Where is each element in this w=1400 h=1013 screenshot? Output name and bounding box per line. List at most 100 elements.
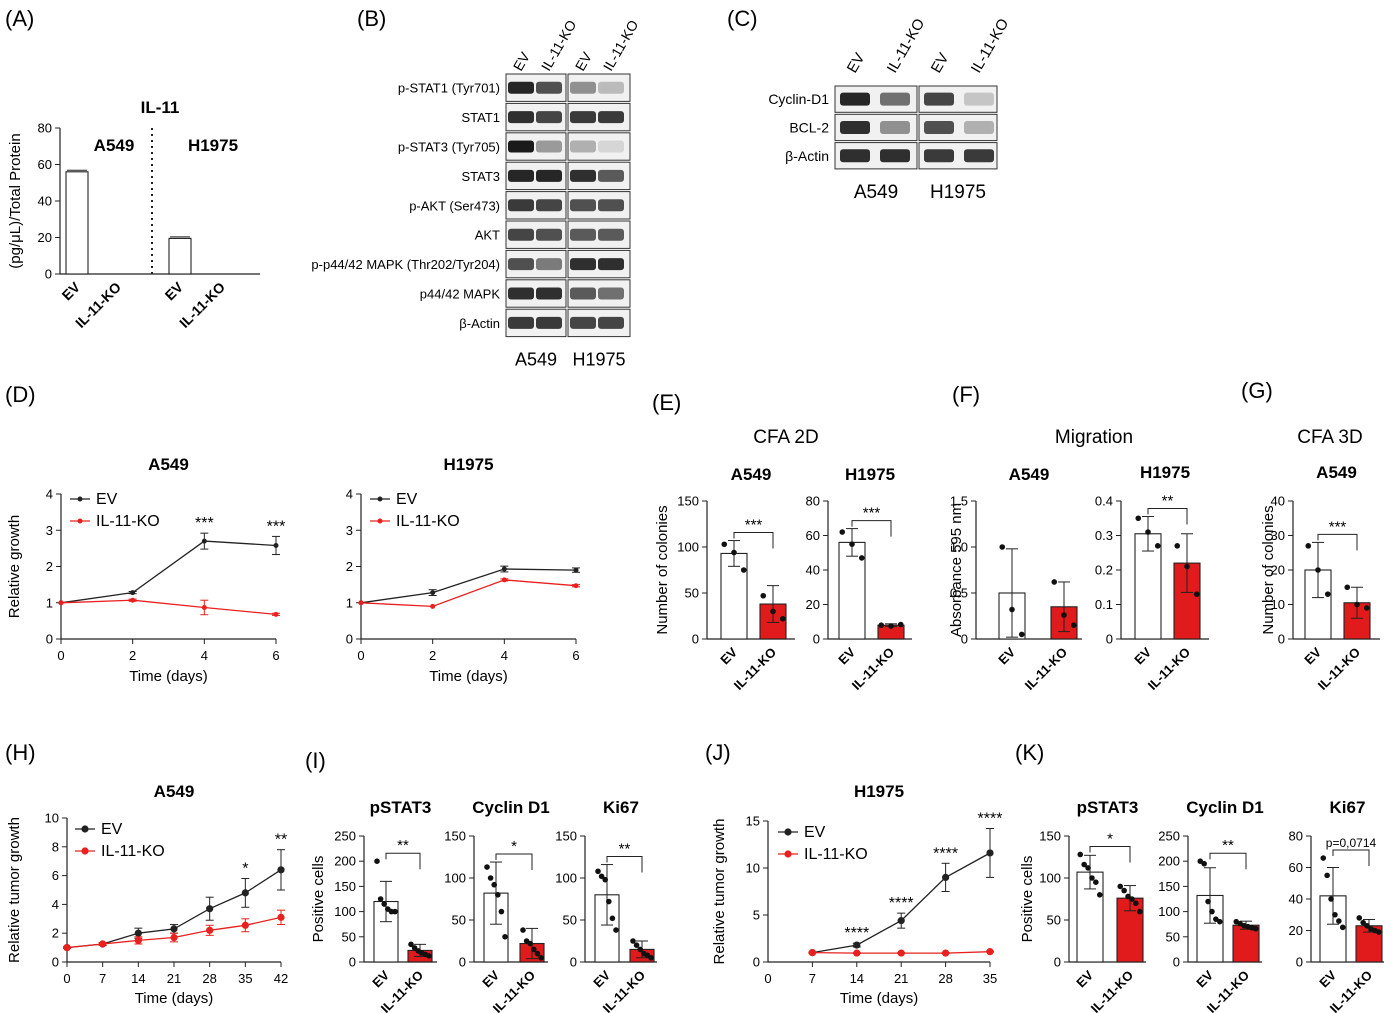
chart-d2-y-tick-label: 0	[346, 632, 353, 647]
chart-a-title: IL-11	[141, 98, 180, 117]
chart-j-significance-label: ****	[933, 845, 958, 862]
chart-i3-data-point	[598, 873, 605, 880]
chart-e2-data-point	[888, 623, 894, 629]
chart-i2-y-tick-label: 0	[459, 955, 466, 970]
blot-b-strip	[567, 73, 631, 102]
blot-b-cell-line-label: H1975	[572, 350, 625, 370]
chart-k2-category-label: EV	[1193, 967, 1216, 990]
blot-b-cell-line-label: A549	[515, 350, 557, 370]
chart-k3-title: Ki67	[1330, 798, 1366, 817]
chart-h-x-label: Time (days)	[135, 990, 214, 1007]
chart-g-data-point	[1354, 601, 1360, 608]
chart-d-x-tick-label: 0	[57, 648, 64, 663]
chart-e2-category-label: EV	[835, 644, 858, 667]
blot-b-band	[508, 258, 534, 271]
blot-b-lane-label-3: IL-11-KO	[600, 17, 642, 73]
chart-i2-data-point	[502, 934, 508, 940]
chart-d2-series-line	[360, 568, 577, 604]
chart-e2-data-point	[878, 622, 885, 628]
chart-k1-title: pSTAT3	[1077, 798, 1139, 817]
chart-h-x-tick-label: 0	[63, 971, 70, 986]
chart-d2-y-tick-label: 4	[346, 487, 353, 502]
chart-j-legend-label: EV	[804, 824, 826, 841]
chart-f2-data-point	[1184, 563, 1190, 570]
blot-b-band	[536, 199, 562, 212]
chart-k1-y-tick-label: 0	[1054, 955, 1061, 970]
chart-i2-data-point	[531, 946, 537, 953]
chart-h-data-point	[206, 905, 214, 913]
chart-d-y-label: Relative growth	[6, 515, 23, 618]
chart-f1-data-point	[1009, 606, 1015, 613]
chart-e1-data-point	[721, 541, 728, 548]
chart-f1-category-label: IL-11-KO	[1022, 645, 1070, 693]
chart-i1-data-point	[392, 908, 398, 915]
chart-j-legend-marker	[784, 850, 792, 858]
chart-j-x-tick-label: 14	[850, 971, 864, 986]
chart-e2-y-tick-label: 40	[806, 563, 820, 578]
chart-i2-data-point	[538, 955, 544, 961]
western-blot-c: EV IL-11-KO EV IL-11-KOCyclin-D1BCL-2β-Acti…	[768, 16, 1012, 203]
chart-i3-y-tick-label: 50	[563, 913, 577, 928]
blot-b-band	[598, 111, 624, 124]
chart-d2-data-point	[501, 566, 507, 572]
panel-letter-e: (E)	[652, 390, 681, 415]
chart-i3-significance-bracket	[606, 856, 643, 873]
chart-d-x-tick-label: 2	[129, 648, 136, 663]
blot-b-row-label: STAT1	[461, 110, 500, 125]
blot-b-band	[598, 199, 624, 212]
blot-c-row-label: Cyclin-D1	[768, 91, 829, 107]
chart-j-legend-marker	[784, 828, 792, 836]
chart-i1-y-tick-label: 200	[334, 854, 356, 869]
blot-b-band	[536, 140, 562, 153]
chart-d-y-tick-label: 0	[46, 632, 53, 647]
chart-i1-y-tick-label: 100	[334, 904, 356, 919]
chart-i3-significance-label: **	[619, 841, 631, 858]
chart-e1-significance-label: ***	[745, 517, 763, 534]
blot-b-lane-label-2: EV	[572, 49, 596, 74]
blot-b-band	[508, 81, 534, 94]
panel-letter-d: (D)	[5, 382, 36, 407]
chart-h-data-point	[134, 936, 142, 945]
chart-i3-data-point	[630, 938, 636, 944]
chart-i2-data-point	[491, 881, 498, 888]
blot-b-band	[570, 258, 596, 271]
blot-b-band	[508, 140, 534, 153]
chart-h-y-tick-label: 2	[52, 926, 59, 941]
chart-h-x-tick-label: 21	[167, 971, 181, 986]
blot-b-row-label: p44/42 MAPK	[420, 287, 501, 302]
chart-d2-legend-marker	[377, 496, 383, 502]
panel-letter-j: (J)	[705, 740, 731, 765]
chart-k1-y-label: Positive cells	[1019, 856, 1036, 943]
chart-e1-category-label: IL-11-KO	[731, 645, 779, 693]
chart-f2-y-tick-label: 0.4	[1095, 494, 1113, 509]
chart-e2-y-tick-label: 20	[806, 597, 820, 612]
chart-d-y-tick-label: 1	[46, 595, 53, 610]
chart-k3-data-point	[1328, 896, 1334, 902]
blot-c-row-label: BCL-2	[789, 119, 829, 135]
chart-f1-y-tick-label: 0	[961, 632, 968, 647]
chart-j-data-point	[942, 949, 950, 957]
chart-e2-significance-bracket	[851, 520, 892, 537]
blot-c-band	[924, 120, 954, 134]
chart-a-category-label: IL-11-KO	[176, 279, 228, 331]
chart-h-x-tick-label: 28	[202, 971, 216, 986]
chart-i2-significance-bracket	[495, 853, 533, 871]
chart-j-data-point	[897, 917, 905, 925]
chart-f1-title: A549	[1009, 465, 1050, 484]
chart-k3-data-point	[1336, 918, 1342, 924]
chart-g-data-point	[1315, 567, 1321, 573]
panel-letter-h: (H)	[5, 740, 36, 765]
chart-d2-data-point	[430, 603, 436, 609]
chart-k3-y-tick-label: 80	[1289, 829, 1303, 844]
chart-k3-y-tick-label: 20	[1289, 923, 1303, 938]
chart-e1-y-tick-label: 50	[685, 586, 699, 601]
chart-d2-data-point	[501, 577, 507, 583]
blot-b-row-label: p-STAT3 (Tyr705)	[398, 140, 500, 155]
chart-i3-data-point	[602, 876, 608, 883]
chart-k3-data-point	[1364, 922, 1370, 929]
chart-k2-y-tick-label: 200	[1158, 854, 1180, 869]
blot-b-band	[570, 228, 596, 241]
chart-j-title: H1975	[854, 782, 904, 801]
